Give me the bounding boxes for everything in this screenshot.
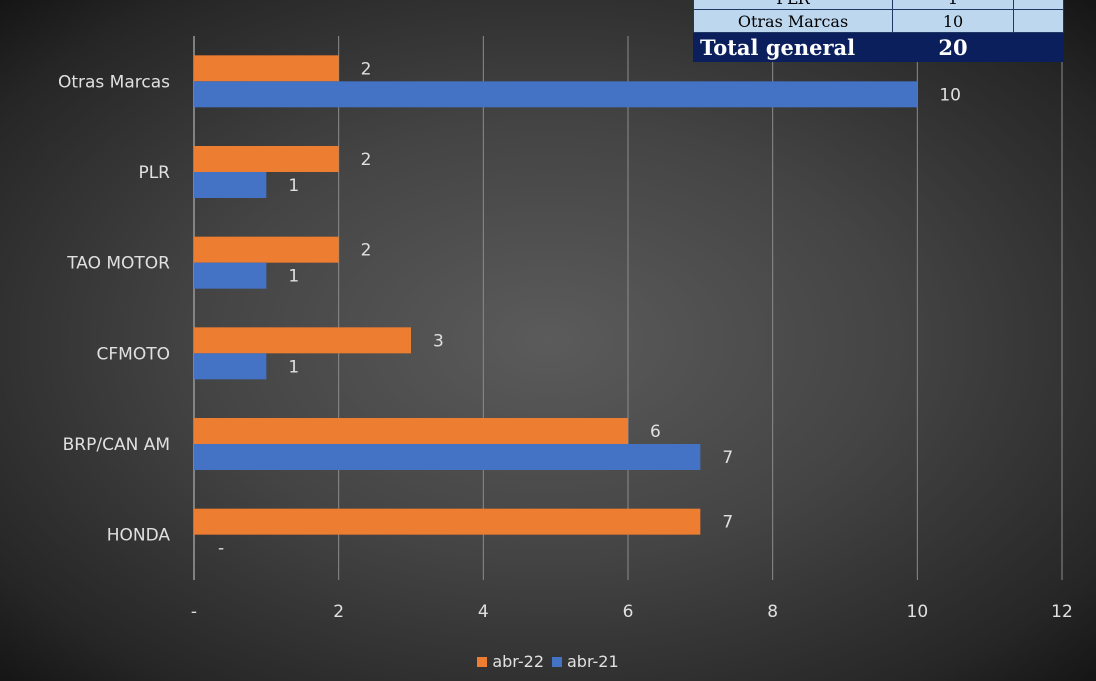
legend-item-abr22: abr-22 [477,652,544,671]
category-label: HONDA [107,526,171,546]
table-cell-extra [1013,9,1064,33]
x-tick-label: 12 [1051,602,1073,622]
data-label: 2 [361,241,372,261]
legend: abr-22 abr-21 [0,652,1096,671]
category-label: PLR [138,163,170,183]
data-label: 1 [288,357,299,377]
legend-swatch-abr21 [552,656,562,667]
legend-item-abr21: abr-21 [552,652,619,671]
bar-abr-21 [194,262,267,289]
data-label: 2 [361,150,372,170]
data-label: - [218,539,224,559]
table-cell-value: 1 [892,0,1014,10]
table-total-value: 20 [892,32,1014,62]
x-tick-label: 2 [333,602,344,622]
x-tick-label: 6 [623,602,634,622]
summary-table: PLR 1 Otras Marcas 10 Total general 20 [693,0,1064,62]
bar-abr-21 [194,444,701,470]
bar-abr-22 [194,236,339,263]
table-cell-name: PLR [693,0,893,10]
data-label: 10 [939,85,961,105]
bar-abr-21 [194,172,267,198]
bar-abr-22 [194,508,701,535]
data-label: 2 [361,59,372,79]
table-cell-extra [1013,0,1064,10]
table-row: Otras Marcas 10 [693,9,1064,33]
data-label: 6 [650,422,661,442]
x-tick-label: - [191,602,197,622]
x-tick-label: 4 [478,602,489,622]
data-label: 1 [288,267,299,287]
bar-abr-22 [194,327,411,354]
data-label: 7 [722,448,733,468]
data-label: 7 [722,513,733,533]
x-tick-label: 10 [907,602,929,622]
legend-swatch-abr22 [477,656,488,667]
table-cell-value: 10 [892,9,1014,33]
legend-label-abr22: abr-22 [492,652,544,671]
category-label: BRP/CAN AM [63,435,170,455]
table-total-extra [1013,32,1064,62]
data-label: 1 [288,176,299,196]
data-label: 3 [433,331,444,351]
table-row: PLR 1 [693,0,1064,10]
legend-label-abr21: abr-21 [567,652,619,671]
category-label: TAO MOTOR [66,254,170,274]
bar-abr-22 [194,146,339,172]
bar-abr-21 [194,353,267,380]
bar-abr-22 [194,55,339,82]
x-tick-label: 8 [767,602,778,622]
table-total-row: Total general 20 [693,32,1064,62]
table-cell-name: Otras Marcas [693,9,893,33]
category-label: CFMOTO [97,344,170,364]
table-total-label: Total general [693,32,893,62]
bar-abr-21 [194,81,918,108]
bar-abr-22 [194,418,628,444]
category-label: Otras Marcas [58,72,170,92]
